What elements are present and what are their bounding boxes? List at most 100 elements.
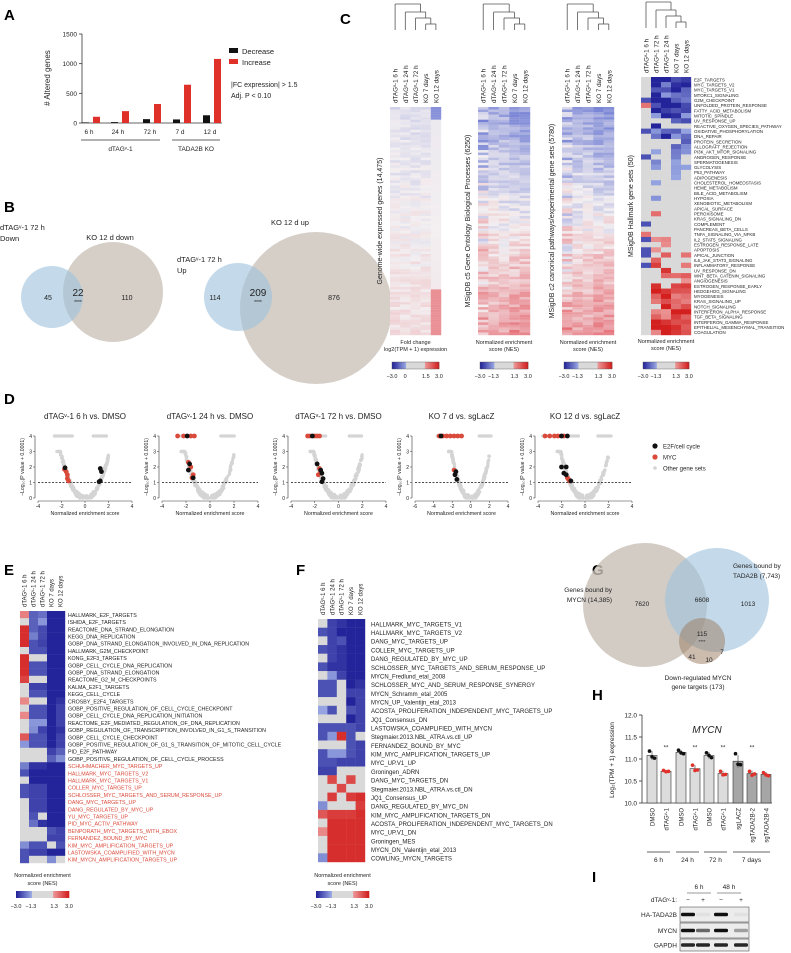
heatmap-cell [582,180,594,184]
heatmap-bg [410,314,421,318]
heatmap-bg [509,155,520,158]
heatmap-bg [410,281,421,285]
heatmap-bg [410,193,421,196]
heatmap-cell [421,322,431,325]
heatmap-bg [400,152,411,156]
heatmap-cell [431,269,441,272]
heatmap-cell [509,304,520,308]
heatmap-bg [430,175,442,179]
heatmap-cell [488,332,499,336]
heatmap-cell [498,139,510,143]
heatmap-cell [478,309,489,313]
colorbar-segment [677,362,679,369]
heatmap-bg [410,198,421,201]
heatmap-bg [410,188,421,191]
heatmap-cell [593,195,604,199]
heatmap-cell [420,284,431,288]
heatmap-bg [603,167,615,171]
heatmap-bg [478,203,489,206]
heatmap-cell [488,329,499,333]
heatmap-cell [478,231,489,234]
point-other-gene-set [323,486,327,490]
heatmap-cell [582,286,594,290]
heatmap-cell [420,124,431,128]
heatmap-cell [488,224,499,227]
heatmap-bg [603,312,615,315]
heatmap-cell [562,264,573,267]
heatmap-cell [572,291,583,295]
heatmap-cell [681,283,692,289]
heatmap-cell [681,252,692,258]
heatmap-cell [430,299,442,303]
heatmap-bg [478,271,489,275]
heatmap-cell [572,186,583,189]
heatmap-bg [390,215,401,219]
heatmap-cell [400,224,410,227]
heatmap-bg [420,319,431,323]
point-other-gene-set [353,477,358,481]
heatmap-cell [488,152,499,156]
heatmap-cell [651,293,662,300]
heatmap-bg [488,286,499,290]
heatmap-bg [562,269,573,272]
heatmap-cell [603,264,615,267]
heatmap-cell [509,307,520,310]
heatmap-bg [519,193,531,196]
heatmap-cell [582,302,594,305]
heatmap-bg [488,238,499,242]
heatmap-cell [572,170,583,174]
heatmap-cell [410,246,420,249]
heatmap-bg [410,162,421,166]
heatmap-bg [400,117,411,120]
heatmap-cell [488,145,499,148]
heatmap-bg [430,134,442,138]
colorbar-segment [403,362,406,369]
heatmap-cell [488,180,499,184]
heatmap-bg [582,218,594,222]
heatmap-cell [410,198,421,201]
heatmap-cell [519,167,531,171]
heatmap-bg [593,279,604,282]
heatmap-cell [562,243,573,247]
column-header: dTAGᵛ-1 72 h [586,65,593,103]
point-other-gene-set [68,484,73,488]
heatmap-bg [572,312,583,315]
heatmap-cell [420,218,431,222]
y-tick-label: 3 [153,450,156,456]
heatmap-cell [681,236,692,243]
heatmap-cell [478,312,489,315]
colorbar-label: score (NES) [651,346,681,352]
colorbar-segment [667,362,669,369]
heatmap-cell [681,154,692,160]
heatmap-cell [420,309,431,313]
heatmap-cell [390,233,401,237]
heatmap-cell [582,193,594,196]
colorbar-segment [573,362,576,369]
point-other-gene-set [592,489,596,493]
heatmap-cell [603,289,615,293]
heatmap-bg [562,322,573,326]
heatmap-bg [498,228,510,232]
heatmap-cell [603,137,615,141]
heatmap-bg [410,238,421,242]
heatmap-bg [430,183,442,186]
heatmap-cell [603,124,615,128]
heatmap-cell [519,162,531,166]
heatmap-bg [430,246,442,250]
heatmap-bg [498,256,510,260]
heatmap-cell [498,142,510,146]
heatmap-bg [498,112,510,115]
heatmap-bg [593,208,604,212]
heatmap-bg [509,170,520,174]
heatmap-cell [593,150,604,153]
heatmap-bg [400,193,411,196]
heatmap-bg [410,185,421,189]
heatmap-bg [582,112,594,115]
heatmap-bg [572,167,583,171]
point-other-gene-set [463,495,467,500]
heatmap-cell [431,239,441,242]
y-axis-label: # Altered genes [43,50,52,106]
heatmap-bg [488,132,499,136]
heatmap-cell [582,122,594,125]
